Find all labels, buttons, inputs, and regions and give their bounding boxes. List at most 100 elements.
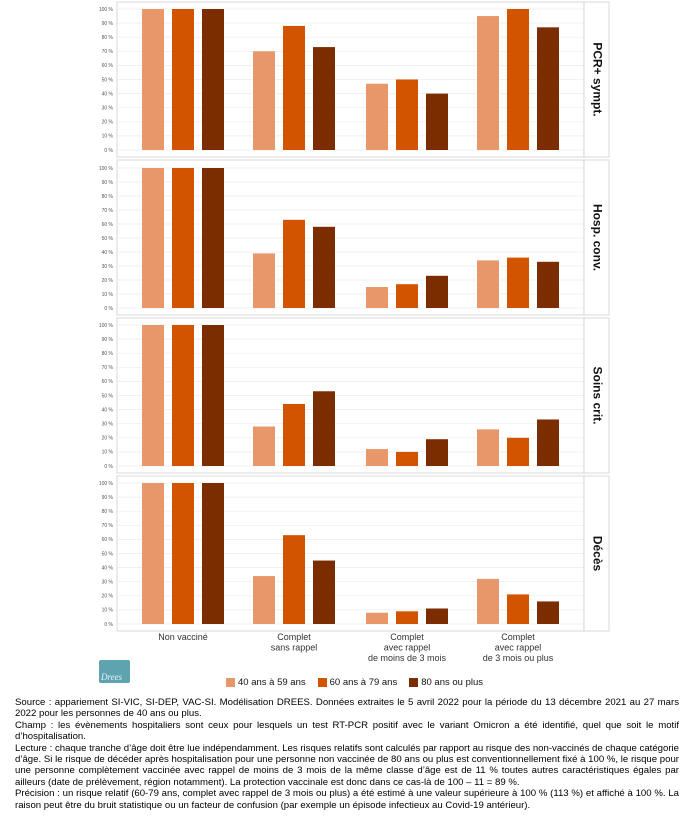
panel-3-y-tick-label: 30 % bbox=[102, 580, 114, 586]
panel-0-bar-3-0 bbox=[477, 16, 499, 150]
panel-0-y-tick-label: 30 % bbox=[102, 106, 114, 112]
x-category-label-2-line-2: de moins de 3 mois bbox=[368, 653, 447, 663]
x-category-label-3-line-0: Complet bbox=[501, 632, 535, 642]
panel-2-strip-label: Soins crit. bbox=[590, 366, 604, 424]
panel-3-y-tick-label: 20 % bbox=[102, 594, 114, 600]
x-category-label-3-line-2: de 3 mois ou plus bbox=[483, 653, 554, 663]
panel-2-bar-2-0 bbox=[366, 449, 388, 466]
panel-3-strip-label: Décès bbox=[590, 536, 604, 572]
panel-1-y-tick-label: 50 % bbox=[102, 236, 114, 242]
panel-2-bar-2-1 bbox=[396, 451, 418, 466]
x-category-label-2: Complet avec rappel de moins de 3 mois bbox=[368, 632, 447, 663]
panel-2-y-tick-label: 20 % bbox=[102, 436, 114, 442]
legend-item-80-plus: 80 ans ou plus bbox=[409, 677, 483, 688]
panel-0-bar-2-0 bbox=[366, 83, 388, 150]
note-precision: Précision : un risque relatif (60-79 ans… bbox=[15, 788, 679, 811]
legend-item-40-59: 40 ans à 59 ans bbox=[226, 677, 306, 688]
panel-1-y-tick-label: 0 % bbox=[104, 306, 113, 312]
x-category-label-2-line-0: Complet bbox=[390, 632, 424, 642]
x-category-label-0: Non vacciné bbox=[158, 632, 208, 642]
panel-1-bar-2-0 bbox=[366, 287, 388, 308]
panel-0-bar-1-0 bbox=[253, 51, 275, 150]
panel-3-bar-0-0 bbox=[142, 483, 164, 624]
panel-1-bar-0-1 bbox=[172, 168, 194, 308]
panel-1-bar-2-1 bbox=[396, 284, 418, 308]
faceted-bar-chart: 0 % 10 % 20 % 30 % 40 % 50 % 60 % 70 % 80 % 90 % 1… bbox=[99, 1, 610, 663]
panel-0-bar-3-2 bbox=[537, 27, 559, 150]
panel-0-y-tick-label: 40 % bbox=[102, 91, 114, 97]
panel-0-bar-2-1 bbox=[396, 79, 418, 150]
panel-0-y-tick-label: 100 % bbox=[99, 7, 114, 13]
panel-0-bar-3-1 bbox=[507, 9, 529, 150]
legend-swatch-60-79 bbox=[317, 678, 327, 687]
panel-2-y-tick-label: 80 % bbox=[102, 351, 114, 357]
panel-0-bar-1-1 bbox=[283, 25, 305, 151]
panel-2-y-tick-label: 30 % bbox=[102, 422, 114, 428]
x-category-label-1-line-1: sans rappel bbox=[271, 643, 318, 653]
panel-1-y-tick-label: 30 % bbox=[102, 264, 114, 270]
panel-3-bar-1-1 bbox=[283, 535, 305, 624]
note-lecture: Lecture : chaque tranche d’âge doit être… bbox=[15, 742, 679, 788]
panel-3-bar-2-0 bbox=[366, 612, 388, 624]
panel-2-bar-3-1 bbox=[507, 437, 529, 466]
legend-item-60-79: 60 ans à 79 ans bbox=[317, 677, 398, 688]
panel-3-bar-3-0 bbox=[477, 578, 499, 624]
panel-0-y-tick-label: 50 % bbox=[102, 77, 114, 83]
panel-0-bar-0-0 bbox=[142, 9, 164, 150]
panel-3-y-tick-label: 40 % bbox=[102, 565, 114, 571]
panel-0-y-tick-label: 60 % bbox=[102, 63, 114, 69]
note-source: Source : appariement SI-VIC, SI-DEP, VAC… bbox=[15, 697, 679, 720]
panel-1-y-tick-label: 100 % bbox=[99, 166, 114, 172]
panel-1-strip bbox=[583, 159, 610, 316]
panel-2-bar-0-0 bbox=[142, 325, 164, 466]
legend-swatch-80-plus bbox=[409, 678, 419, 687]
panel-3-strip bbox=[583, 475, 610, 632]
panel-1-bar-1-1 bbox=[283, 219, 305, 308]
panel-2-bar-1-0 bbox=[253, 426, 275, 466]
panel-1-bar-0-0 bbox=[142, 168, 164, 308]
panel-2-bar-0-2 bbox=[202, 325, 224, 466]
panel-1-y-tick-label: 70 % bbox=[102, 208, 114, 214]
panel-1-bar-3-0 bbox=[477, 260, 499, 308]
panel-2-y-tick-label: 50 % bbox=[102, 393, 114, 399]
panel-3-bar-0-2 bbox=[202, 483, 224, 624]
panel-1-y-tick-label: 10 % bbox=[102, 292, 114, 298]
panel-0-y-tick-label: 80 % bbox=[102, 35, 114, 41]
chart-notes: Source : appariement SI-VIC, SI-DEP, VAC… bbox=[15, 697, 679, 811]
panel-3-y-tick-label: 80 % bbox=[102, 509, 114, 515]
x-category-label-3: Complet avec rappel de 3 mois ou plus bbox=[483, 632, 554, 663]
panel-2-bar-2-2 bbox=[426, 439, 448, 466]
panel-3-bar-0-1 bbox=[172, 483, 194, 624]
panel-0-y-tick-label: 20 % bbox=[102, 120, 114, 126]
panel-0-y-tick-label: 10 % bbox=[102, 134, 114, 140]
panel-2-y-tick-label: 60 % bbox=[102, 379, 114, 385]
panel-2-strip bbox=[583, 317, 610, 474]
panel-1-bar-1-0 bbox=[253, 253, 275, 308]
panel-3-y-tick-label: 10 % bbox=[102, 608, 114, 614]
panel-1-y-tick-label: 90 % bbox=[102, 180, 114, 186]
panel-3-y-tick-label: 60 % bbox=[102, 537, 114, 543]
panel-3-bar-1-2 bbox=[313, 560, 335, 624]
panel-0-bar-0-2 bbox=[202, 9, 224, 150]
panel-0-bar-0-1 bbox=[172, 9, 194, 150]
drees-logo-text: Drees bbox=[101, 672, 123, 682]
panel-3-y-tick-label: 100 % bbox=[99, 481, 114, 487]
panel-2-bar-3-2 bbox=[537, 419, 559, 466]
panel-1-strip-label: Hosp. conv. bbox=[590, 204, 604, 271]
panel-1-frame bbox=[116, 159, 585, 316]
panel-2-bar-1-2 bbox=[313, 391, 335, 466]
panel-2-y-tick-label: 90 % bbox=[102, 337, 114, 343]
panel-2-y-tick-label: 70 % bbox=[102, 365, 114, 371]
panel-1-y-tick-label: 60 % bbox=[102, 222, 114, 228]
legend-label-60-79: 60 ans à 79 ans bbox=[329, 677, 398, 688]
panel-1-y-tick-label: 80 % bbox=[102, 194, 114, 200]
panel-3-bar-3-1 bbox=[507, 594, 529, 624]
note-champ: Champ : les évènements hospitaliers sont… bbox=[15, 719, 679, 743]
panel-3-y-tick-label: 0 % bbox=[104, 622, 113, 628]
panel-1-y-tick-label: 40 % bbox=[102, 250, 114, 256]
panel-2-bar-0-1 bbox=[172, 325, 194, 466]
panel-1-bar-3-2 bbox=[537, 261, 559, 308]
panel-0-bar-2-2 bbox=[426, 93, 448, 150]
panel-2-bar-3-0 bbox=[477, 429, 499, 466]
x-category-label-0-line-0: Non vacciné bbox=[158, 632, 208, 642]
